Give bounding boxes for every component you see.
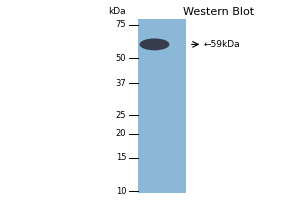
Text: 10: 10 bbox=[116, 187, 126, 196]
Text: 15: 15 bbox=[116, 153, 126, 162]
Text: kDa: kDa bbox=[109, 7, 126, 16]
FancyBboxPatch shape bbox=[138, 19, 186, 193]
Text: 50: 50 bbox=[116, 54, 126, 63]
Text: ←59kDa: ←59kDa bbox=[204, 40, 240, 49]
Text: Western Blot: Western Blot bbox=[183, 7, 254, 17]
Text: 75: 75 bbox=[116, 20, 126, 29]
Text: 20: 20 bbox=[116, 129, 126, 138]
Ellipse shape bbox=[140, 38, 169, 50]
Text: 37: 37 bbox=[116, 79, 126, 88]
Text: 25: 25 bbox=[116, 111, 126, 120]
